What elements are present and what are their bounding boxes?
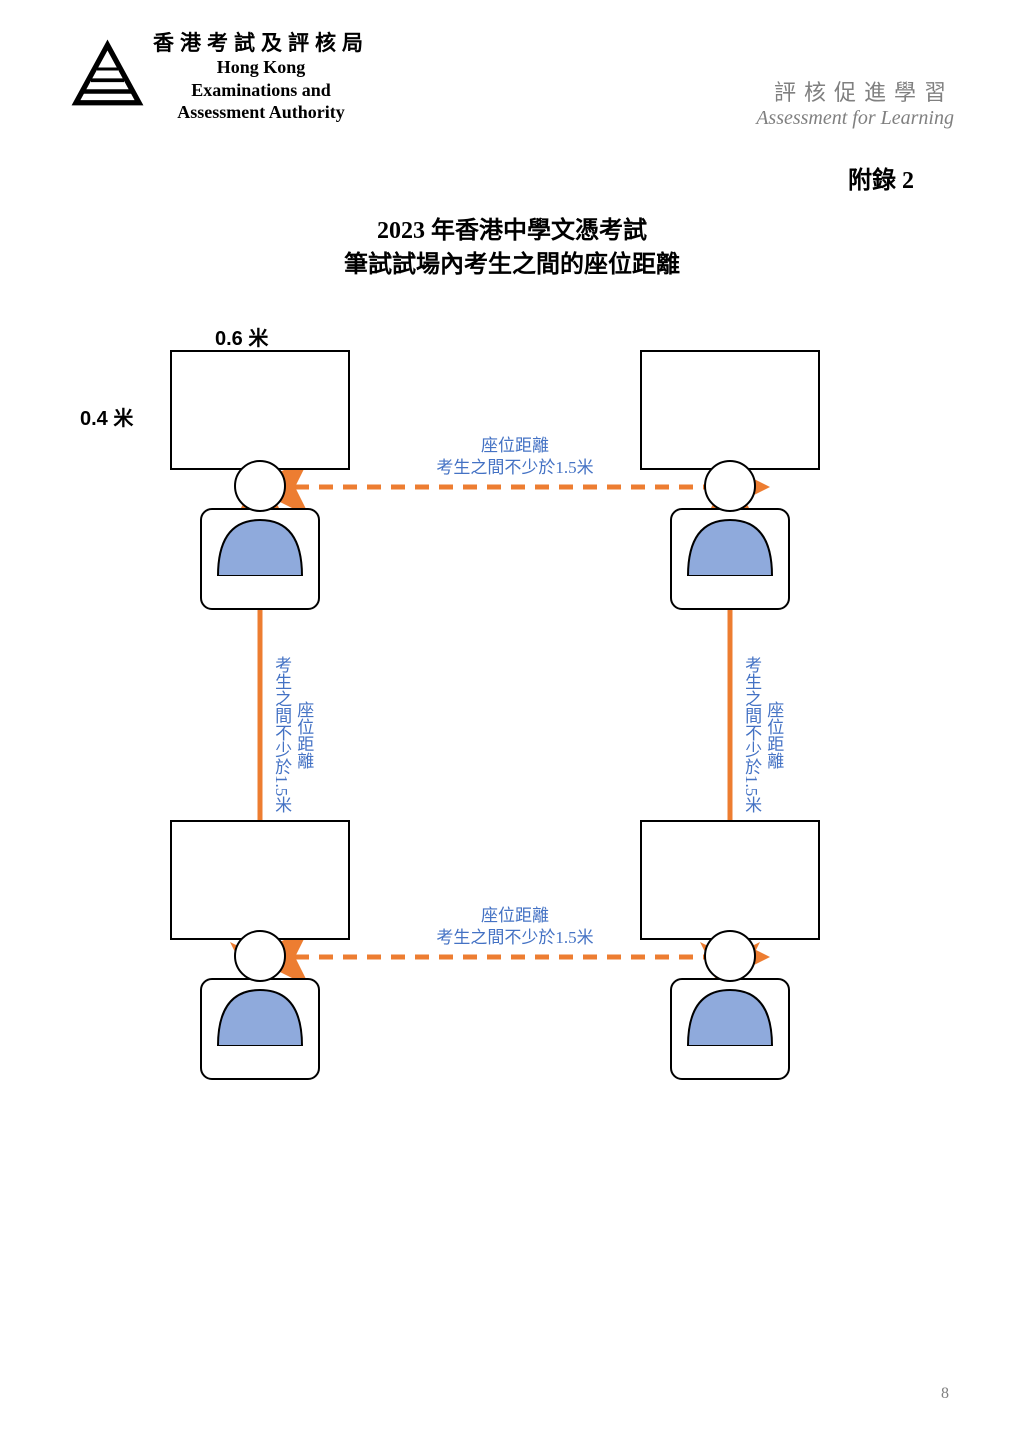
title-line-1: 2023 年香港中學文憑考試 [0,215,1024,249]
candidate-body-icon [208,510,312,576]
seat-distance-label: 座位距離考生之間不少於1.5米 [420,435,610,479]
page-title: 2023 年香港中學文憑考試 筆試試場內考生之間的座位距離 [0,215,1024,282]
desk [170,350,350,470]
seat-distance-label: 座位距離考生之間不少於1.5米 [420,905,610,949]
title-line-2: 筆試試場內考生之間的座位距離 [0,249,1024,283]
seating-diagram: 0.6 米0.4 米座位距離考生之間不少於1.5米座位距離考生之間不少於1.5米… [80,320,890,1130]
tagline-en: Assessment for Learning [756,107,954,130]
org-name-en-3: Assessment Authority [153,101,369,124]
desk [170,820,350,940]
tagline-zh: 評核促進學習 [756,75,954,107]
candidate-head-icon [234,460,286,512]
appendix-label: 附錄 2 [848,160,914,195]
candidate-head-icon [704,460,756,512]
candidate-body-icon [678,510,782,576]
org-name-zh: 香港考試及評核局 [153,30,369,56]
candidate-body-icon [678,980,782,1046]
tagline: 評核促進學習 Assessment for Learning [756,75,954,130]
candidate-head-icon [704,930,756,982]
desk-depth-label: 0.4 米 [80,402,133,431]
page-number: 8 [941,1385,949,1403]
org-name: 香港考試及評核局 Hong Kong Examinations and Asse… [153,30,369,124]
hkeaa-logo-icon [70,39,145,114]
seat-distance-label: 座位距離考生之間不少於1.5米 [740,620,784,850]
page-header: 香港考試及評核局 Hong Kong Examinations and Asse… [0,30,1024,130]
org-name-en-1: Hong Kong [153,56,369,79]
seat-distance-label: 座位距離考生之間不少於1.5米 [270,620,314,850]
candidate-body-icon [208,980,312,1046]
desk [640,350,820,470]
candidate-head-icon [234,930,286,982]
desk [640,820,820,940]
org-name-en-2: Examinations and [153,79,369,102]
org-logo-block: 香港考試及評核局 Hong Kong Examinations and Asse… [70,30,369,124]
desk-width-label: 0.6 米 [215,322,268,351]
